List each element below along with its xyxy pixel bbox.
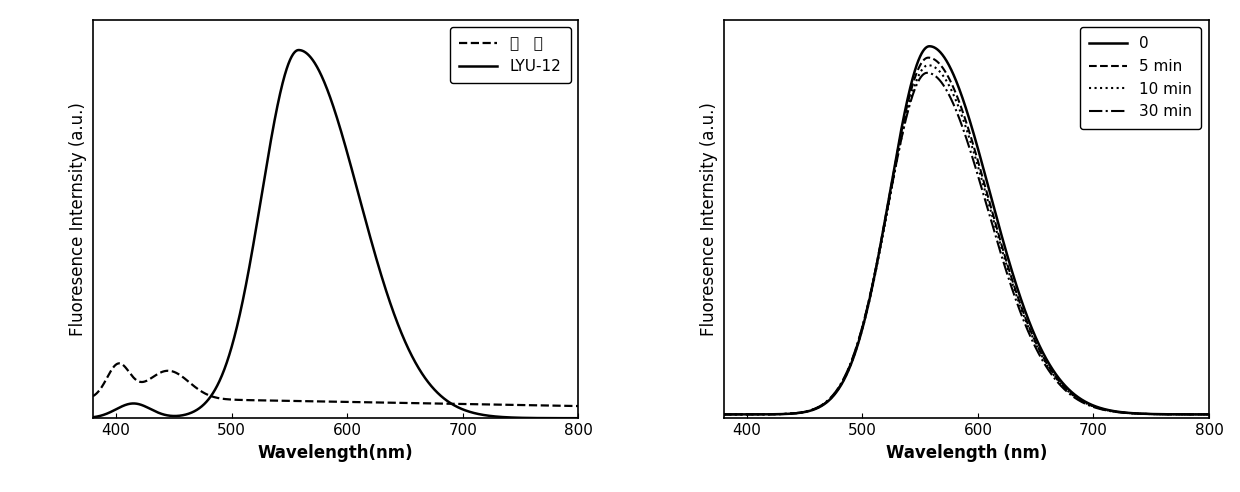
0 bbox=[1188, 411, 1203, 417]
0 bbox=[921, 43, 936, 49]
10 min bbox=[1099, 407, 1114, 413]
10 min bbox=[952, 108, 967, 114]
5 min bbox=[742, 411, 756, 417]
5 min bbox=[952, 101, 967, 107]
30 min bbox=[1202, 411, 1216, 417]
Legend: 0, 5 min, 10 min, 30 min: 0, 5 min, 10 min, 30 min bbox=[1080, 28, 1202, 128]
0 bbox=[952, 88, 967, 94]
5 min bbox=[1099, 407, 1114, 413]
10 min bbox=[1202, 411, 1216, 417]
Y-axis label: Fluoresence Internsity (a.u.): Fluoresence Internsity (a.u.) bbox=[69, 102, 88, 336]
Line: 0: 0 bbox=[724, 46, 1209, 414]
0 bbox=[1188, 411, 1203, 417]
0 bbox=[940, 59, 955, 65]
10 min bbox=[1188, 411, 1203, 417]
0 bbox=[1099, 406, 1114, 412]
0 bbox=[1202, 411, 1216, 417]
30 min bbox=[1099, 407, 1114, 413]
30 min bbox=[1188, 411, 1203, 417]
Line: 10 min: 10 min bbox=[724, 65, 1209, 414]
30 min bbox=[717, 411, 732, 417]
0 bbox=[742, 411, 756, 417]
10 min bbox=[717, 411, 732, 417]
5 min bbox=[940, 72, 955, 78]
Line: 30 min: 30 min bbox=[724, 73, 1209, 414]
30 min bbox=[742, 411, 756, 417]
30 min bbox=[940, 88, 955, 94]
0 bbox=[717, 411, 732, 417]
5 min bbox=[921, 55, 936, 61]
X-axis label: Wavelength (nm): Wavelength (nm) bbox=[885, 444, 1047, 461]
30 min bbox=[952, 117, 967, 123]
X-axis label: Wavelength(nm): Wavelength(nm) bbox=[258, 444, 413, 461]
Line: 5 min: 5 min bbox=[724, 58, 1209, 414]
10 min bbox=[742, 411, 756, 417]
5 min bbox=[717, 411, 732, 417]
30 min bbox=[920, 70, 935, 76]
Legend: 乙   醐, LYU-12: 乙 醐, LYU-12 bbox=[450, 28, 570, 83]
30 min bbox=[1188, 411, 1203, 417]
5 min bbox=[1202, 411, 1216, 417]
10 min bbox=[940, 79, 955, 85]
10 min bbox=[1188, 411, 1203, 417]
10 min bbox=[921, 62, 936, 68]
Y-axis label: Fluoresence Internsity (a.u.): Fluoresence Internsity (a.u.) bbox=[701, 102, 718, 336]
5 min bbox=[1188, 411, 1203, 417]
5 min bbox=[1188, 411, 1203, 417]
